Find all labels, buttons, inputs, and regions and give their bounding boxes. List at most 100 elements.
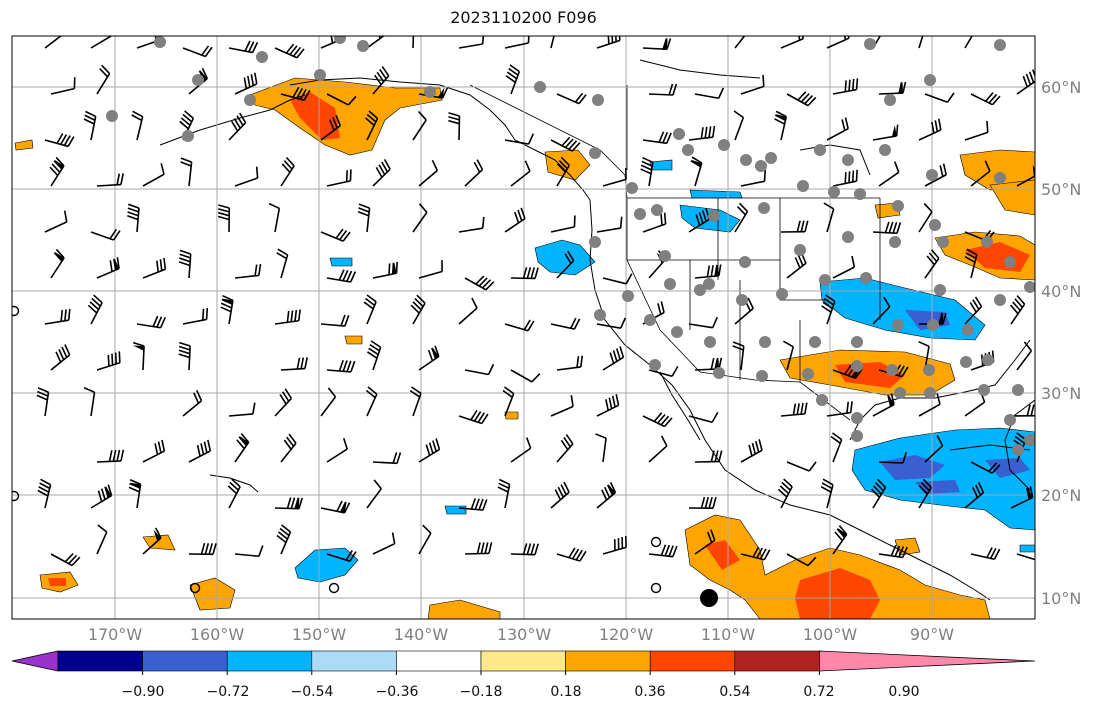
lat-label: 60°N xyxy=(1041,78,1081,97)
station-marker xyxy=(534,81,546,93)
wind-barb xyxy=(970,92,1001,106)
wind-barb xyxy=(464,542,493,555)
colorbar-tick-label: −0.54 xyxy=(291,684,334,700)
wind-barb xyxy=(964,36,973,49)
wind-barb xyxy=(366,479,382,509)
wind-barb xyxy=(596,394,620,417)
station-marker xyxy=(765,152,777,164)
wind-barb xyxy=(602,535,627,555)
wind-barb xyxy=(970,461,1001,474)
wind-barb xyxy=(372,261,398,279)
wind-barb xyxy=(180,157,193,187)
wind-barb xyxy=(918,202,933,233)
wind-barb xyxy=(832,169,858,187)
wind-barb xyxy=(786,553,817,567)
wind-barb xyxy=(740,75,765,95)
station-marker xyxy=(937,236,949,248)
wind-barb xyxy=(90,228,121,241)
wind-barb xyxy=(372,532,396,555)
lon-label: 130°W xyxy=(497,625,552,644)
station-marker xyxy=(851,360,863,372)
wind-barb xyxy=(458,409,489,425)
wind-barb xyxy=(326,169,352,187)
wind-barb xyxy=(280,156,295,187)
station-marker xyxy=(1012,384,1024,396)
wind-barb xyxy=(280,433,297,463)
wind-barb xyxy=(734,202,749,233)
wind-barb xyxy=(458,36,485,49)
wind-barb xyxy=(694,87,725,100)
wind-barb xyxy=(418,524,432,555)
station-marker xyxy=(713,367,725,379)
station-marker xyxy=(740,154,752,166)
wind-barb xyxy=(556,92,587,105)
colorbar-tick-label: 0.54 xyxy=(719,684,750,700)
wind-barb xyxy=(127,203,140,233)
wind-barb xyxy=(1016,341,1033,371)
wind-barb xyxy=(826,401,853,417)
station-marker xyxy=(182,130,194,142)
wind-barb xyxy=(786,461,817,472)
wind-barb xyxy=(326,438,348,463)
map-frame xyxy=(11,35,1036,620)
wind-barb xyxy=(131,110,144,141)
wind-barb xyxy=(458,297,478,325)
colorbar-extend-low xyxy=(11,650,59,672)
station-marker xyxy=(1024,434,1035,446)
wind-barb xyxy=(182,45,213,58)
wind-barb xyxy=(694,529,716,555)
wind-barb xyxy=(648,366,679,378)
wind-barb xyxy=(878,161,900,187)
wind-barb xyxy=(96,173,124,187)
wind-barb xyxy=(497,478,511,509)
wind-barb xyxy=(733,110,745,141)
wind-barb xyxy=(688,125,716,141)
colorbar-segment xyxy=(311,650,397,672)
wind-barb xyxy=(96,449,125,463)
wind-barb xyxy=(556,547,587,562)
lat-label: 40°N xyxy=(1041,282,1081,301)
wind-barb xyxy=(504,319,535,332)
lon-label: 120°W xyxy=(599,625,654,644)
wind-barb xyxy=(142,163,165,187)
station-marker xyxy=(860,272,872,284)
wind-barb xyxy=(830,432,843,463)
station-marker xyxy=(794,244,806,256)
lon-label: 160°W xyxy=(190,625,245,644)
wind-barb xyxy=(280,357,308,371)
colorbar-tick-label: 0.72 xyxy=(803,684,834,700)
wind-barb xyxy=(448,112,461,141)
wind-barb xyxy=(740,439,763,463)
wind-barb xyxy=(595,433,607,463)
wind-barb xyxy=(83,110,97,141)
lon-label: 150°W xyxy=(292,625,347,644)
wind-barb xyxy=(274,388,293,417)
wind-barb xyxy=(96,351,121,371)
wind-barb xyxy=(504,36,530,49)
station-marker xyxy=(892,319,904,331)
wind-barb xyxy=(142,257,167,279)
station-marker xyxy=(884,94,896,106)
wind-barb xyxy=(458,498,488,511)
wind-barb xyxy=(142,439,166,463)
wind-barb xyxy=(320,314,350,327)
wind-barb xyxy=(44,210,68,233)
wind-barb xyxy=(83,387,96,417)
latitude-labels: 10°N 20°N 30°N 40°N 50°N 60°N xyxy=(1041,78,1081,608)
station-marker xyxy=(106,110,118,122)
station-marker xyxy=(671,326,683,338)
station-marker xyxy=(664,278,676,290)
station-marker xyxy=(1012,444,1024,456)
lon-label: 170°W xyxy=(88,625,143,644)
wind-barb xyxy=(732,341,745,371)
wind-barb xyxy=(234,433,250,463)
lat-label: 20°N xyxy=(1041,486,1081,505)
station-marker xyxy=(703,278,715,290)
wind-barb xyxy=(136,315,166,329)
station-marker xyxy=(314,69,326,81)
wind-barb xyxy=(970,160,991,187)
wind-barb xyxy=(504,133,535,145)
station-marker xyxy=(1004,256,1016,268)
colorbar-ticks xyxy=(142,671,820,675)
wind-barb xyxy=(1016,553,1035,561)
